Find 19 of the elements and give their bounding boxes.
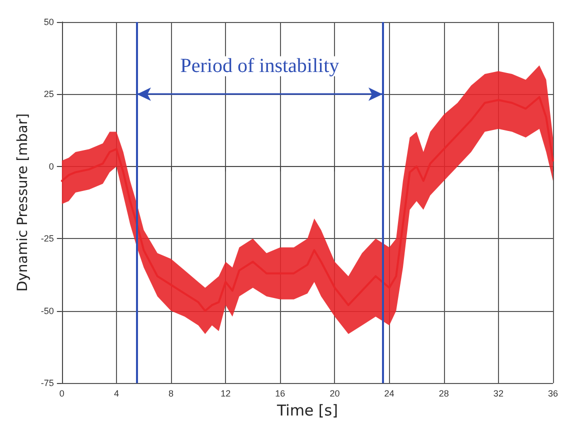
x-tick-label: 24: [384, 388, 394, 399]
x-tick-label: 8: [168, 388, 174, 399]
y-tick-label: 50: [44, 17, 54, 27]
x-tick-label: 16: [275, 388, 286, 399]
x-tick-label: 36: [548, 388, 558, 399]
y-tick-label: -50: [40, 306, 54, 316]
y-tick-label: 25: [44, 89, 54, 100]
x-tick-label: 28: [438, 388, 449, 399]
y-axis-title: Dynamic Pressure [mbar]: [15, 113, 31, 292]
y-tick-label: -25: [40, 234, 54, 244]
y-tick-label: -75: [40, 378, 54, 388]
annotation: Period of instability: [180, 55, 340, 78]
x-tick-label: 20: [330, 388, 340, 399]
x-tick-label: 32: [493, 388, 504, 399]
x-tick-label: 0: [59, 388, 64, 399]
x-tick-label: 4: [114, 388, 119, 399]
y-tick-label: 0: [48, 161, 54, 172]
x-tick-label: 12: [220, 388, 231, 399]
x-axis-title: Time [s]: [276, 402, 338, 420]
